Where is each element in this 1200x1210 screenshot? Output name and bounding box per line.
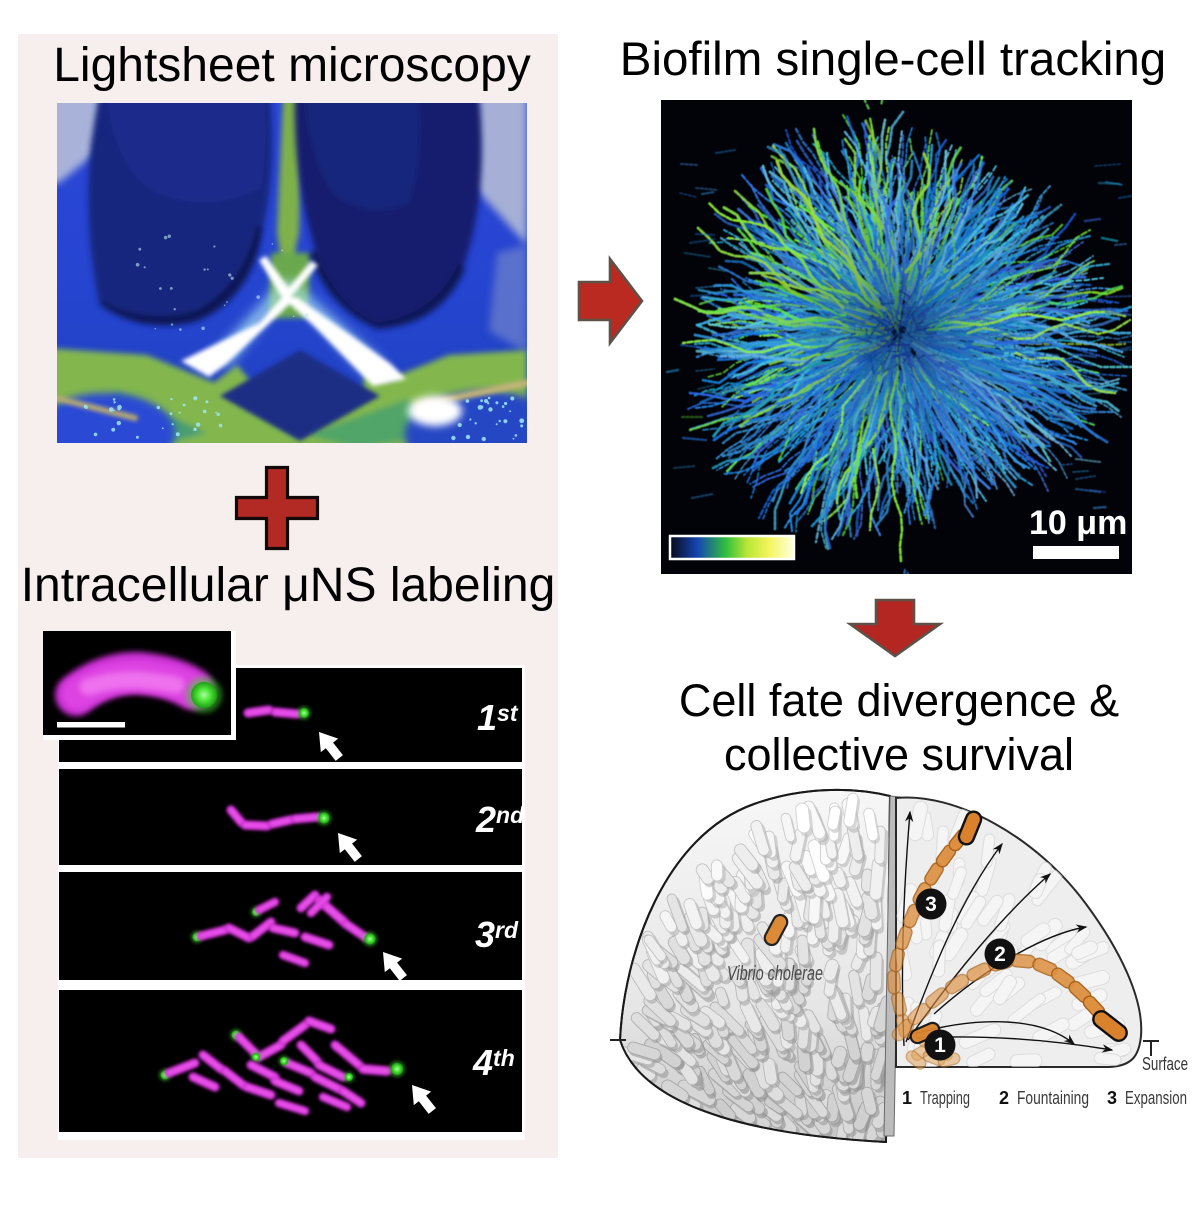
svg-text:Fountaining: Fountaining <box>1017 1088 1089 1108</box>
svg-text:3: 3 <box>1107 1088 1117 1108</box>
svg-text:Expansion: Expansion <box>1125 1088 1187 1108</box>
svg-text:10 μm: 10 μm <box>1029 504 1127 542</box>
svg-text:2: 2 <box>999 1088 1009 1108</box>
svg-text:Trapping: Trapping <box>920 1088 970 1108</box>
svg-text:Vibrio cholerae: Vibrio cholerae <box>727 963 823 985</box>
svg-text:1: 1 <box>934 1034 946 1057</box>
svg-text:3: 3 <box>925 893 937 916</box>
svg-text:1: 1 <box>902 1088 912 1108</box>
svg-text:Surface: Surface <box>1142 1054 1188 1074</box>
svg-text:2: 2 <box>994 943 1006 966</box>
